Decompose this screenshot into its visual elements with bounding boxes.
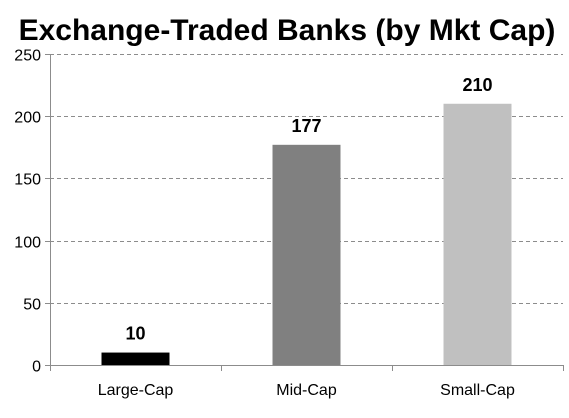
x-tick-label: Mid-Cap <box>276 382 337 399</box>
x-tick-label: Small-Cap <box>440 382 515 399</box>
y-tick-label: 0 <box>32 359 41 376</box>
y-tick-label: 200 <box>14 110 41 127</box>
bars <box>101 103 512 365</box>
chart-title: Exchange-Traded Banks (by Mkt Cap) <box>19 14 556 47</box>
y-tick-label: 150 <box>14 172 41 189</box>
data-label: 177 <box>291 116 321 136</box>
y-tick-label: 50 <box>23 297 41 314</box>
labels: 0 50 100 150 200 250 10 Large-Cap 177 Mid-Cap 210 S… <box>14 48 515 400</box>
x-tick-label: Large-Cap <box>98 382 174 399</box>
axes <box>45 54 564 371</box>
bar-mid-cap <box>272 144 341 365</box>
y-tick-label: 250 <box>14 48 41 65</box>
bar-small-cap <box>443 103 512 365</box>
data-label: 210 <box>462 75 492 95</box>
bar-large-cap <box>101 352 170 365</box>
y-tick-label: 100 <box>14 235 41 252</box>
data-label: 10 <box>125 324 145 344</box>
